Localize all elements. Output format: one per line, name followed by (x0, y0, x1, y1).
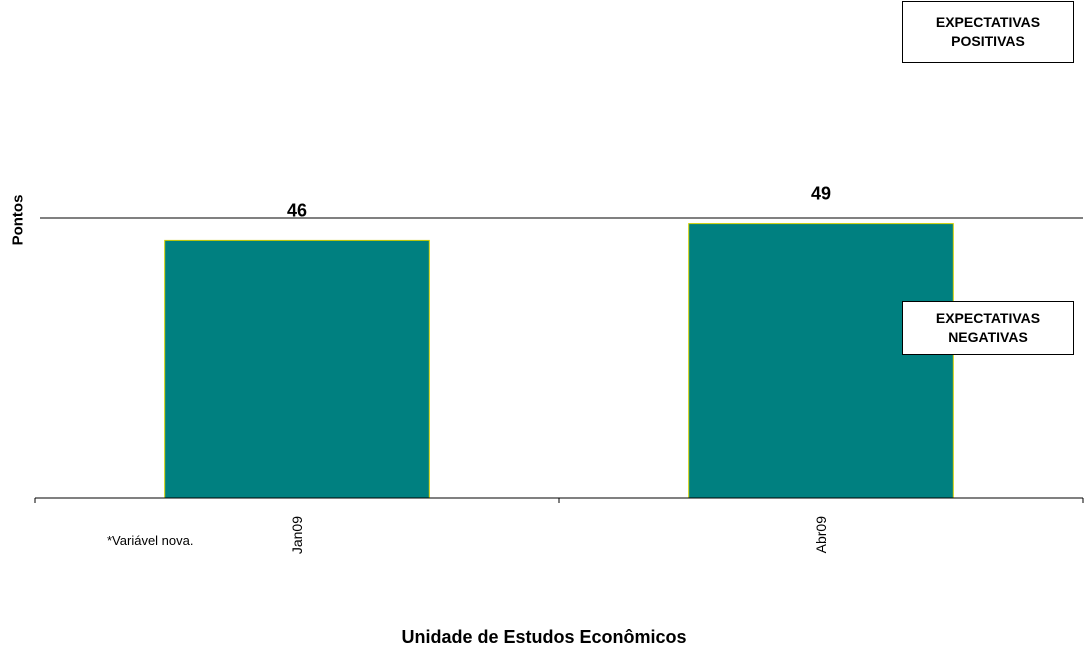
footnote: *Variável nova. (107, 533, 194, 548)
data-label-Abr09: 49 (811, 184, 831, 204)
x-tick-label-Abr09: Abr09 (813, 516, 829, 554)
negative-box-line-1: EXPECTATIVAS (935, 310, 1041, 326)
positive-box-line-1: EXPECTATIVAS (935, 14, 1041, 30)
negative-expectations-box: EXPECTATIVAS NEGATIVAS (902, 301, 1074, 355)
negative-box-line-2: NEGATIVAS (948, 329, 1028, 345)
positive-expectations-box: EXPECTATIVAS POSITIVAS (902, 1, 1074, 63)
footer-title: Unidade de Estudos Econômicos (401, 627, 687, 647)
y-axis-label: Pontos (9, 194, 27, 246)
bar-Abr09 (688, 223, 954, 499)
bar-Jan09 (164, 239, 430, 499)
data-label-Jan09: 46 (287, 200, 307, 220)
positive-box-line-2: POSITIVAS (951, 33, 1025, 49)
x-tick-label-Jan09: Jan09 (289, 516, 305, 554)
